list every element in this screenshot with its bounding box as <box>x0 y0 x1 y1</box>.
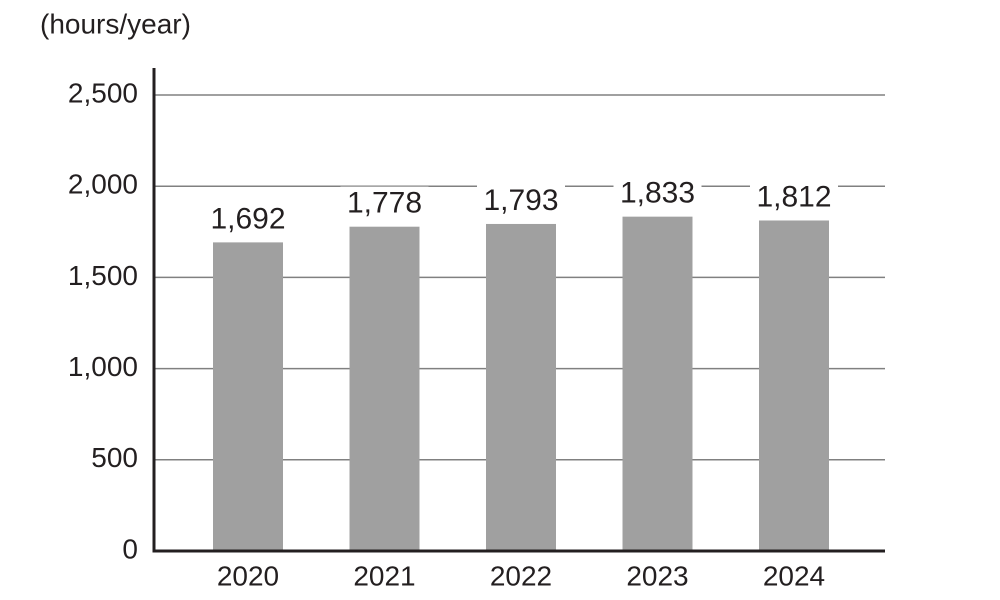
value-label-bg <box>750 180 838 217</box>
value-label: 1,833 <box>620 177 695 210</box>
bar <box>213 242 283 551</box>
y-tick-label: 0 <box>122 533 138 564</box>
value-label: 1,793 <box>483 184 558 217</box>
y-tick-label: 2,500 <box>68 77 138 108</box>
value-label-bg <box>613 176 702 213</box>
value-label: 1,692 <box>210 202 285 235</box>
bar <box>486 223 556 552</box>
x-tick-label: 2021 <box>353 560 415 591</box>
bar <box>759 220 829 551</box>
value-label-bg <box>340 186 429 223</box>
x-tick-label: 2022 <box>490 560 552 591</box>
bar <box>349 226 420 551</box>
x-tick-label: 2024 <box>763 560 825 591</box>
y-tick-label: 1,000 <box>68 351 138 382</box>
value-label-bg <box>204 202 292 239</box>
value-label: 1,812 <box>756 180 831 213</box>
x-tick-label: 2020 <box>217 560 279 591</box>
y-tick-label: 500 <box>91 442 138 473</box>
x-tick-label: 2023 <box>626 560 688 591</box>
y-axis-label: (hours/year) <box>40 8 191 39</box>
y-tick-label: 1,500 <box>68 260 138 291</box>
value-label: 1,778 <box>347 187 422 220</box>
y-tick-label: 2,000 <box>68 169 138 200</box>
bar <box>622 216 693 551</box>
value-label-bg <box>477 183 565 220</box>
